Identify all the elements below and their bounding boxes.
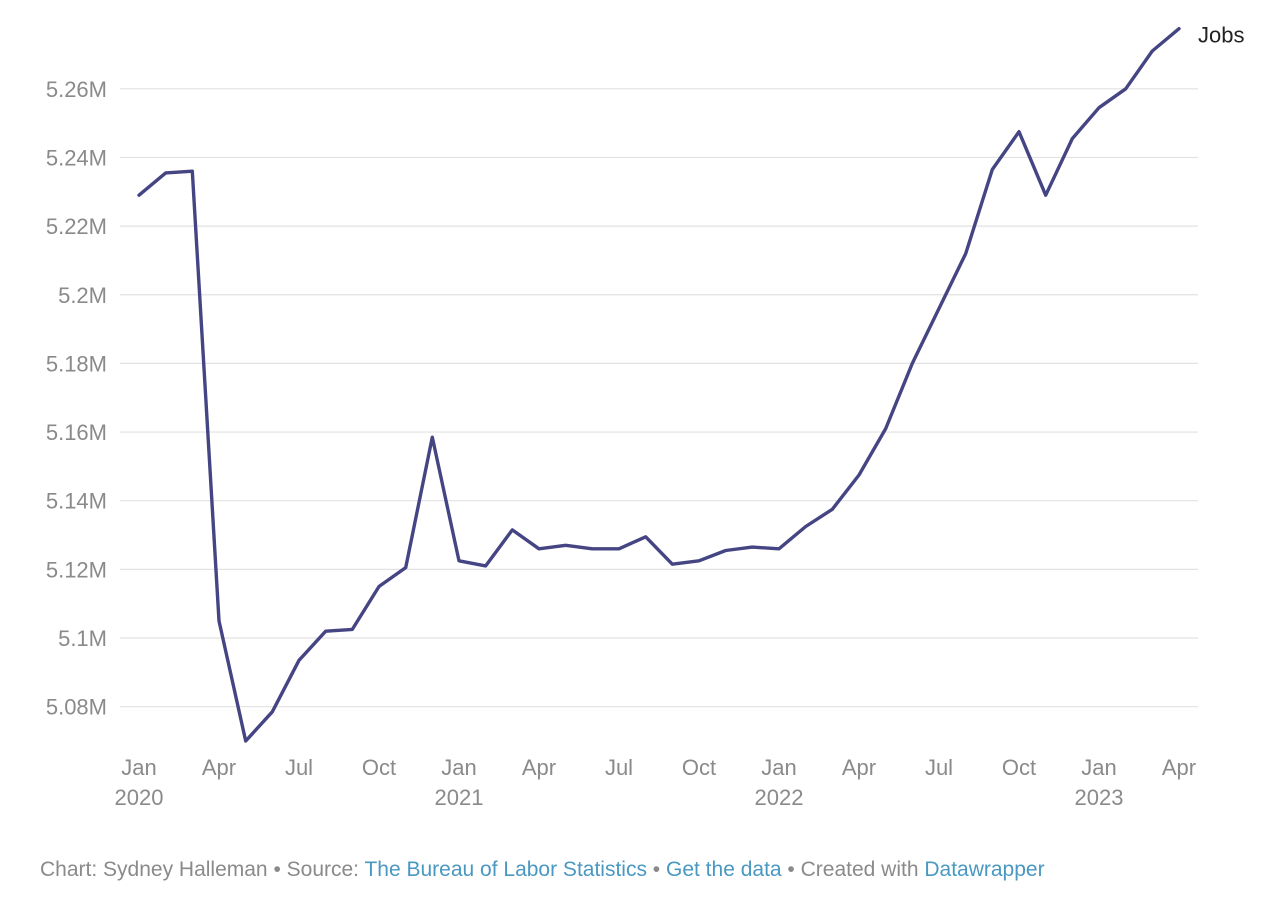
x-tick-label: Jan — [441, 755, 476, 780]
x-tick-label: Jul — [925, 755, 953, 780]
x-tick-label: Jul — [285, 755, 313, 780]
x-tick-label: Jan — [1081, 755, 1116, 780]
x-tick-label: Apr — [842, 755, 876, 780]
x-tick-label: Apr — [1162, 755, 1196, 780]
x-year-label: 2021 — [435, 785, 484, 810]
line-chart: 5.08M 5.1M 5.12M 5.14M 5.16M 5.18M 5.2M 5.22M 5.… — [46, 23, 1245, 810]
created-prefix: Created with — [800, 858, 925, 881]
y-tick-label: 5.26M — [46, 77, 107, 102]
footer-separator: • — [781, 858, 801, 881]
x-tick-label: Jan — [121, 755, 156, 780]
source-prefix: Source: — [286, 858, 365, 881]
y-tick-label: 5.2M — [58, 283, 107, 308]
y-tick-label: 5.22M — [46, 214, 107, 239]
series-layer: Jobs — [137, 23, 1244, 743]
footer-separator: • — [646, 858, 666, 881]
x-tick-label: Apr — [522, 755, 556, 780]
x-tick-label: Oct — [682, 755, 716, 780]
series-line-jobs — [137, 27, 1181, 743]
gridlines — [120, 88, 1198, 708]
y-tick-label: 5.12M — [46, 557, 107, 582]
series-label: Jobs — [1198, 23, 1244, 48]
y-tick-label: 5.18M — [46, 351, 107, 376]
y-axis-ticks: 5.08M 5.1M 5.12M 5.14M 5.16M 5.18M 5.2M 5.22M 5.… — [46, 77, 107, 720]
source-link[interactable]: The Bureau of Labor Statistics — [364, 858, 647, 881]
x-year-label: 2023 — [1075, 785, 1124, 810]
x-axis-ticks: Jan Apr Jul Oct Jan Apr Jul Oct Jan Apr Jul Oct Jan A… — [115, 755, 1197, 810]
datawrapper-link[interactable]: Datawrapper — [924, 858, 1045, 881]
y-tick-label: 5.14M — [46, 489, 107, 514]
get-data-link[interactable]: Get the data — [666, 858, 782, 881]
x-year-label: 2020 — [115, 785, 164, 810]
y-tick-label: 5.08M — [46, 695, 107, 720]
y-tick-label: 5.1M — [58, 626, 107, 651]
y-tick-label: 5.16M — [46, 420, 107, 445]
x-year-label: 2022 — [755, 785, 804, 810]
x-tick-label: Oct — [362, 755, 396, 780]
x-tick-label: Jan — [761, 755, 796, 780]
x-tick-label: Apr — [202, 755, 236, 780]
chart-credit: Chart: Sydney Halleman — [40, 858, 268, 881]
footer-separator: • — [267, 858, 287, 881]
chart-footer: Chart: Sydney Halleman • Source: The Bur… — [40, 858, 1045, 882]
x-tick-label: Oct — [1002, 755, 1036, 780]
x-tick-label: Jul — [605, 755, 633, 780]
y-tick-label: 5.24M — [46, 145, 107, 170]
